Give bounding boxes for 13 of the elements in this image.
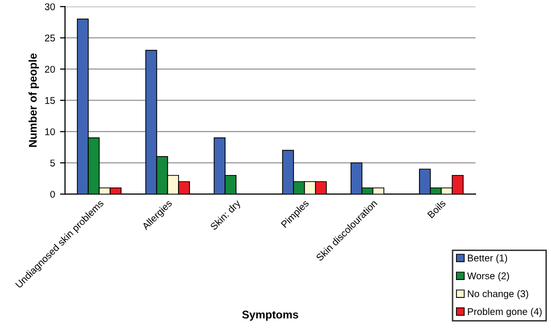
legend-label: Problem gone (4) <box>468 308 542 317</box>
y-axis-title: Number of people <box>28 53 39 147</box>
legend-label: Better (1) <box>468 254 508 264</box>
x-axis-title: Symptoms <box>242 310 298 321</box>
y-tick-label: 5 <box>50 160 55 166</box>
y-tick-label: 30 <box>44 3 55 10</box>
y-tick-label: 10 <box>45 128 55 136</box>
y-tick-label: 15 <box>45 97 55 104</box>
y-tick-label: 0 <box>50 190 55 198</box>
legend-label: Worse (2) <box>467 272 510 282</box>
y-tick-label: 25 <box>44 34 55 42</box>
y-tick-label: 20 <box>44 66 55 73</box>
legend-label: No change (3) <box>468 290 528 300</box>
